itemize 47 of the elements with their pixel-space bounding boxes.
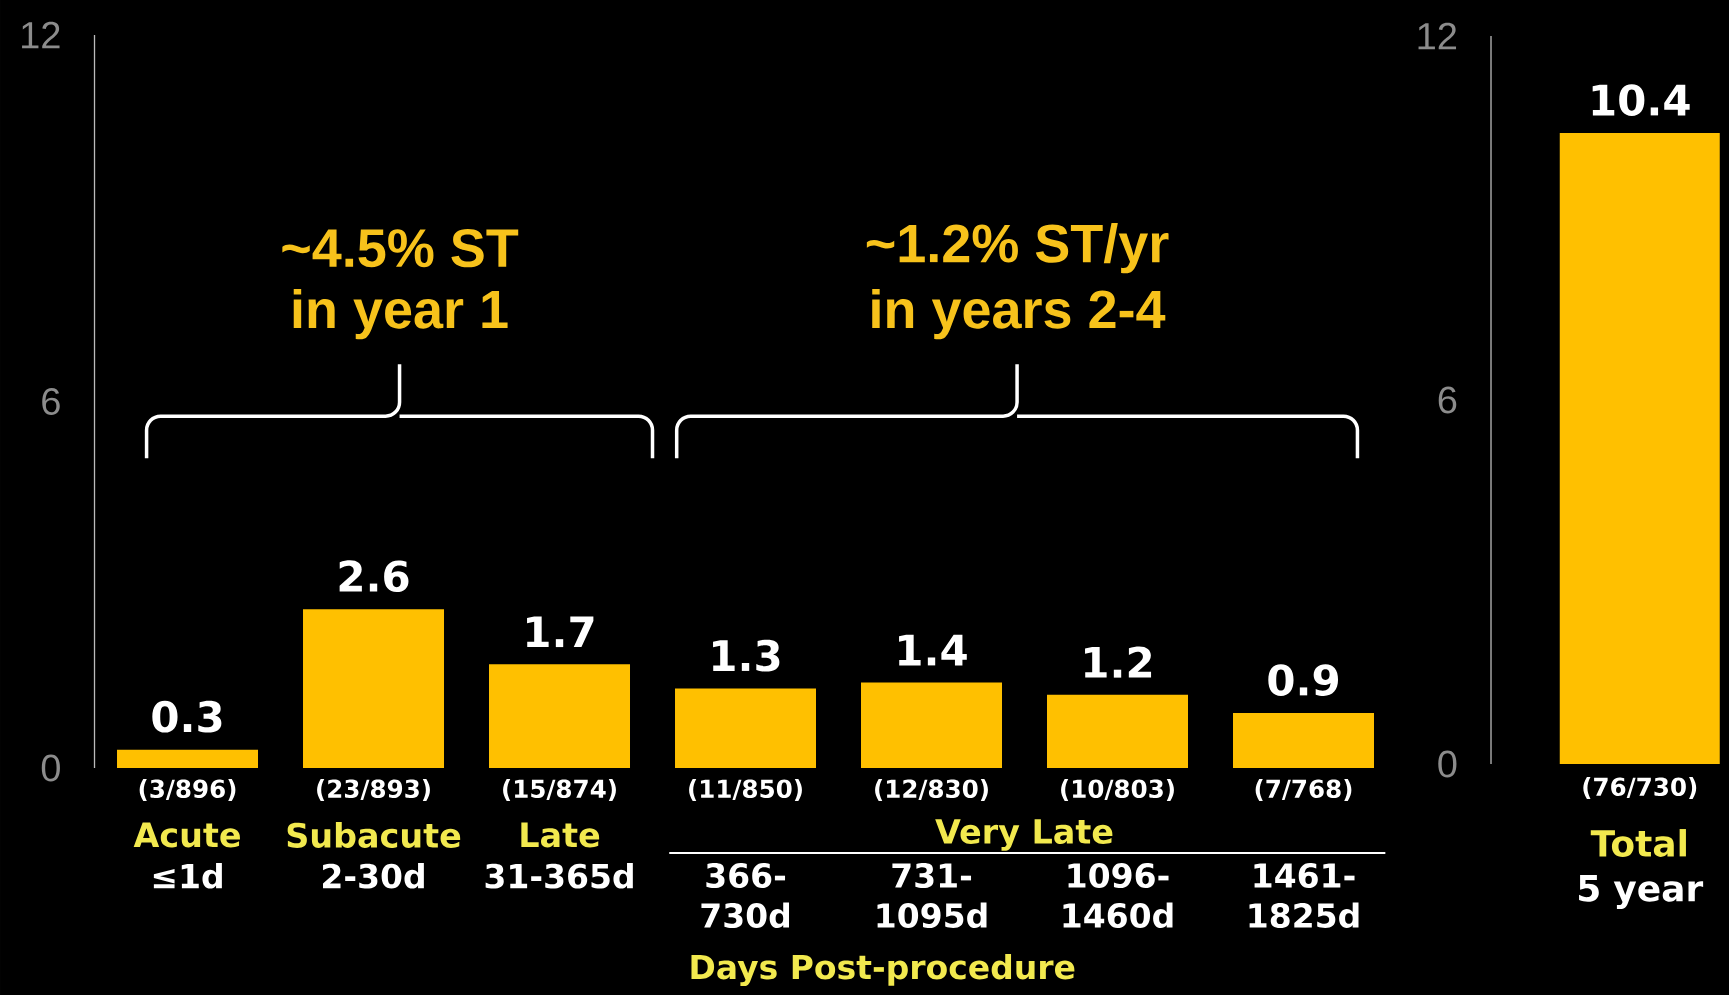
x-axis-title: Days Post-procedure <box>691 953 1075 987</box>
text: (12/830) <box>875 779 988 801</box>
annotation: in year 1 <box>293 288 508 340</box>
data-label: 1.2 <box>1085 646 1152 678</box>
text: Late <box>521 822 600 848</box>
text: (11/850) <box>689 779 802 801</box>
text: Very Late <box>935 819 1113 851</box>
y-tick-label: 12 <box>22 21 60 49</box>
x-tick-label: 2-30d <box>323 863 424 889</box>
x-tick-label: 731-1095d <box>877 863 987 929</box>
text: (15/874) <box>503 779 616 801</box>
text: Acute <box>133 822 240 848</box>
y-tick-label: 6 <box>42 388 60 415</box>
annotation: ~1.2% ST/yr <box>866 222 1169 274</box>
bar <box>1047 694 1188 768</box>
text: Subacute <box>287 822 461 848</box>
data-label: 1.7 <box>527 616 594 648</box>
text: (23/893) <box>317 779 430 801</box>
y-tick-label: 0 <box>41 754 60 782</box>
x-tick-label: 31-365d <box>485 863 633 889</box>
x-tick-label: 1096-1460d <box>1063 863 1173 929</box>
bar <box>1233 713 1374 768</box>
text: (10/803) <box>1061 779 1174 801</box>
x-tick-label: 5 year <box>1579 875 1704 910</box>
data-label: 0.9 <box>1268 664 1339 696</box>
data-label: 0.3 <box>152 700 222 733</box>
text: Total <box>1590 829 1686 857</box>
bar <box>861 682 1003 768</box>
data-label: 1.3 <box>713 639 780 672</box>
y-tick-label: 0 <box>1438 750 1457 778</box>
y-tick-label: 12 <box>1418 22 1457 50</box>
data-label: 2.6 <box>339 560 409 593</box>
text: (76/730) <box>1583 777 1697 799</box>
bar <box>675 688 816 768</box>
data-label: 1.4 <box>899 634 967 666</box>
y-tick-label: 6 <box>1438 386 1457 414</box>
data-label: 10.4 <box>1592 84 1690 116</box>
annotation: in years 2-4 <box>872 288 1166 340</box>
text: (7/768) <box>1255 779 1352 801</box>
bar <box>303 609 445 768</box>
bar <box>117 749 259 768</box>
bar <box>489 664 631 768</box>
x-tick-label: ≤1d <box>153 863 222 889</box>
x-tick-label: 1461-1825d <box>1249 863 1359 928</box>
annotation: ~4.5% ST <box>282 229 519 268</box>
x-tick-label: 366-730d <box>701 863 790 929</box>
text: (3/896) <box>139 779 236 801</box>
